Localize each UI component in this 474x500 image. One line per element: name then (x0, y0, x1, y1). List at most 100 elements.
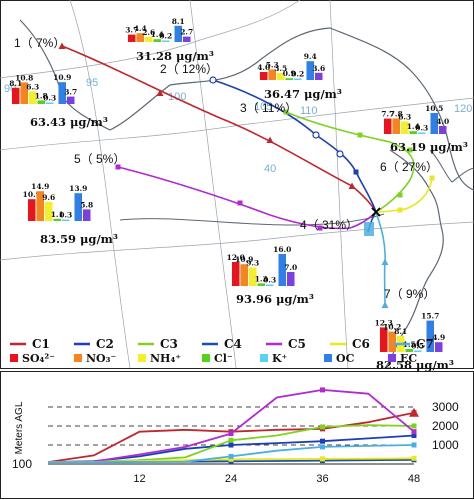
cluster-label: 7（ 9%） (384, 287, 435, 301)
legend-label: C3 (160, 337, 178, 351)
bar-value-label: 4.0 (436, 117, 449, 126)
graticule-line (0, 97, 474, 151)
trajectory-marker (336, 150, 344, 158)
cluster-label: 4（ 31%） (300, 218, 358, 232)
height-end-marker (409, 407, 419, 417)
bar-c6-1 (392, 118, 400, 134)
height-series-marker (320, 424, 325, 430)
bar-c4-3 (257, 283, 265, 286)
trajectory-marker (317, 225, 323, 231)
bar-c1-4 (46, 102, 54, 104)
bar-c3-5 (306, 61, 314, 80)
composition-panels: 1（ 7%）8.110.86.31.80.310.93.763.43 μg/m³… (9, 17, 468, 372)
height-series-marker (411, 423, 417, 429)
map-grid-label: 120 (454, 103, 472, 115)
bar-c4-6 (287, 272, 295, 286)
bar-value-label: 4.9 (432, 333, 445, 342)
bar-value-label: 10.9 (23, 190, 41, 199)
bar-c3-3 (285, 78, 293, 80)
y-tick-label: 2000 (432, 419, 459, 433)
bar-c4-1 (240, 264, 248, 286)
trajectory-marker (353, 169, 359, 175)
trajectory-marker (397, 207, 403, 213)
bar-c4-0 (232, 262, 240, 286)
bar-value-label: 4.4 (134, 24, 147, 33)
bar-c1-5 (58, 82, 66, 104)
cluster-label: 1（ 7%） (14, 36, 65, 50)
bar-c1-1 (20, 82, 28, 104)
legend-label: C6 (352, 337, 370, 351)
trajectory-marker (407, 147, 413, 153)
height-series-marker (411, 442, 417, 448)
legend-species-label: EC (400, 352, 417, 365)
map-grid-label: 110 (300, 105, 318, 117)
total-concentration: 63.19 μg/m³ (390, 140, 468, 154)
height-series-marker (228, 437, 234, 443)
bar-value-label: 7.0 (284, 263, 297, 272)
bar-value-label: 7.7 (381, 110, 394, 119)
legend-species-label: K⁺ (272, 352, 288, 365)
bar-value-label: 7.8 (390, 109, 403, 118)
bar-c7-3 (405, 349, 413, 352)
bar-c3-0 (260, 72, 268, 80)
bar-c6-6 (439, 126, 447, 134)
trajectory-marker (348, 182, 356, 189)
bar-c1-2 (29, 91, 37, 104)
bar-value-label: 1.3 (255, 274, 268, 283)
legend-label: C2 (96, 337, 114, 351)
bar-value-label: 0.9 (283, 69, 296, 78)
bar-value-label: 13.9 (69, 184, 87, 193)
height-series-marker (320, 438, 325, 444)
composition-panel-c2: 2（ 12%） 3.74.42.61.40.28.1 2.7 31.28 μg/m³ (125, 17, 218, 76)
bar-c3-1 (268, 69, 276, 80)
trajectory-c5 (117, 166, 377, 230)
legend-swatch (260, 354, 268, 362)
boundary-line (19, 19, 474, 191)
bar-c2-1 (136, 33, 144, 42)
bar-value-label: 1.8 (35, 91, 48, 100)
total-concentration: 36.47 μg/m³ (264, 87, 342, 101)
bar-value-label: 10.9 (235, 255, 253, 264)
cluster-label: 3（ 11%） (240, 101, 297, 115)
bar-value-label: 9.6 (42, 193, 55, 202)
trajectory-marker (115, 164, 121, 170)
graticule-line (189, 0, 237, 369)
x-tick-label: 36 (316, 473, 328, 485)
bar-c7-5 (426, 320, 434, 352)
bar-value-label: 10.5 (425, 104, 443, 113)
total-concentration: 83.59 μg/m³ (40, 232, 118, 246)
height-series-marker (320, 444, 325, 450)
bar-c5-0 (28, 199, 36, 221)
trajectory-marker (397, 192, 403, 198)
map-grid-label: 105 (254, 101, 272, 113)
bar-value-label: 8.1 (172, 17, 185, 26)
trajectory-marker (58, 42, 66, 49)
legend-swatch (202, 354, 210, 362)
bar-value-label: 0.3 (59, 211, 72, 220)
bar-c4-5 (278, 254, 286, 286)
bar-value-label: 1.4 (407, 122, 420, 131)
x-tick-label: 48 (408, 473, 420, 485)
x-tick-label: 12 (133, 473, 145, 485)
bar-value-label: 0.3 (43, 94, 56, 103)
bar-value-label: 6.3 (398, 112, 411, 121)
height-series-marker (320, 387, 325, 393)
graticule-line (0, 0, 301, 79)
bar-c6-3 (409, 131, 417, 134)
trajectory-c4-cluster (364, 222, 374, 236)
bar-value-label: 10.8 (15, 73, 33, 82)
bar-value-label: 0.2 (159, 32, 172, 41)
legend-label: C5 (288, 337, 306, 351)
bar-value-label: 2.7 (180, 28, 193, 37)
bar-c7-1 (388, 331, 396, 352)
legend-swatch (138, 354, 146, 362)
trajectory-marker (312, 131, 320, 139)
legend-swatch (388, 354, 396, 362)
bar-c1-0 (12, 87, 20, 104)
height-series-marker (228, 431, 234, 437)
legend-swatch (74, 354, 82, 362)
bar-c2-5 (174, 25, 182, 42)
bar-c7-6 (435, 342, 443, 352)
